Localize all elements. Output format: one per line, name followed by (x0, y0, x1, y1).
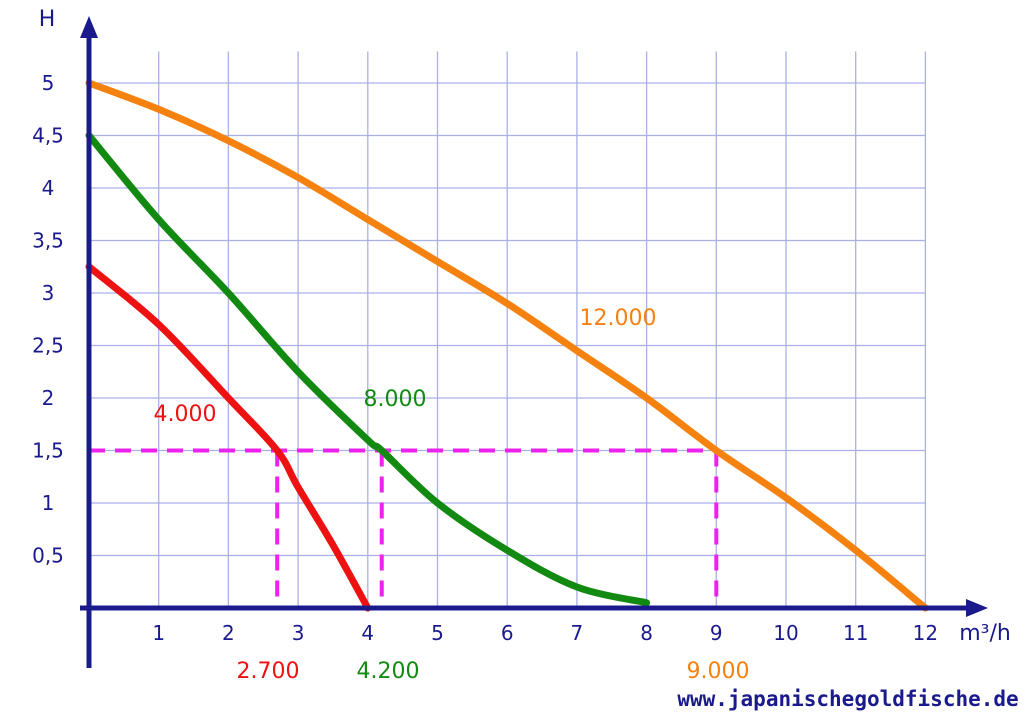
website-url: www.japanischegoldfische.de (677, 687, 1018, 711)
y-tick-label: 4,5 (32, 124, 64, 148)
x-tick-label: 5 (431, 621, 444, 645)
x-tick-label: 3 (292, 621, 305, 645)
x-tick-label: 4 (361, 621, 374, 645)
series-line-1 (85, 132, 651, 607)
x-tick-label: 12 (913, 621, 938, 645)
x-tick-label: 7 (571, 621, 584, 645)
annotation-2700: 2.700 (237, 659, 300, 684)
y-tick-label: 2,5 (32, 334, 64, 358)
curve-labels: H m³/h 4.000 8.000 12.000 2.700 4.200 9.… (39, 7, 1019, 711)
annotation-4200: 4.200 (357, 659, 420, 684)
series-label-4000: 4.000 (154, 402, 217, 427)
x-tick-label: 8 (640, 621, 653, 645)
x-tick-label: 11 (843, 621, 868, 645)
reference-lines (89, 448, 719, 608)
y-tick-label: 5 (42, 71, 55, 95)
x-tick-label: 10 (773, 621, 798, 645)
y-axis-title: H (39, 7, 56, 32)
y-tick-label: 3 (42, 281, 55, 305)
y-tick-label: 1,5 (32, 439, 64, 463)
y-tick-label: 0,5 (32, 544, 64, 568)
x-tick-label: 1 (152, 621, 165, 645)
series-label-8000: 8.000 (364, 387, 427, 412)
x-axis-arrow (966, 599, 988, 617)
x-axis-title: m³/h (959, 621, 1011, 646)
y-tick-label: 1 (42, 491, 55, 515)
series-line-0 (85, 263, 372, 612)
y-tick-label: 2 (42, 386, 55, 410)
series-label-12000: 12.000 (580, 306, 657, 331)
tick-labels: 1 2 3 4 5 6 7 8 9 10 11 120,511,522,533,544,55 (32, 71, 938, 645)
axes (80, 16, 988, 668)
grid (89, 51, 927, 608)
y-axis-arrow (80, 16, 98, 38)
y-tick-label: 4 (42, 176, 55, 200)
curves (85, 79, 929, 612)
x-tick-label: 2 (222, 621, 235, 645)
annotation-9000: 9.000 (687, 659, 750, 684)
series-line-2 (85, 79, 929, 612)
x-tick-label: 9 (710, 621, 723, 645)
y-tick-label: 3,5 (32, 229, 64, 253)
x-tick-label: 6 (501, 621, 514, 645)
